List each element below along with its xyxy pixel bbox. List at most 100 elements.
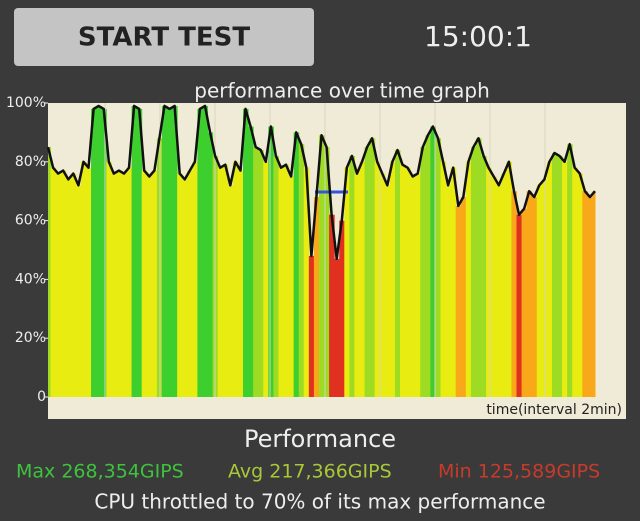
- bar: [516, 214, 523, 397]
- bar: [172, 105, 178, 397]
- bar: [486, 167, 492, 397]
- bar: [420, 147, 426, 397]
- bar: [324, 147, 330, 397]
- performance-line: [46, 104, 596, 261]
- bar: [131, 105, 138, 397]
- bar: [445, 185, 452, 397]
- bar: [379, 173, 386, 397]
- bar: [415, 173, 421, 397]
- bar: [551, 152, 558, 397]
- bar: [384, 185, 391, 397]
- start-button[interactable]: [14, 8, 314, 66]
- bar: [50, 167, 57, 397]
- bar: [359, 161, 366, 397]
- x-axis-label: time(interval 2min): [486, 402, 622, 418]
- bar: [187, 170, 193, 397]
- bar: [394, 150, 401, 397]
- bar: [177, 173, 183, 397]
- bar: [192, 161, 198, 397]
- bar: [465, 161, 472, 397]
- bar: [167, 108, 173, 397]
- bar: [288, 176, 295, 397]
- bar: [318, 135, 325, 397]
- bar: [70, 173, 77, 397]
- bar: [207, 132, 214, 397]
- bar: [253, 147, 259, 397]
- bar: [161, 105, 168, 397]
- bar: [60, 170, 67, 397]
- avg-stat: Avg 217,366GIPS: [228, 461, 392, 483]
- bar: [435, 138, 442, 397]
- bar: [572, 167, 578, 397]
- bar: [506, 161, 512, 397]
- bar: [136, 108, 143, 397]
- bar: [278, 167, 285, 397]
- bar: [85, 167, 92, 397]
- y-tick-label: 0: [37, 389, 46, 405]
- bar: [126, 167, 133, 397]
- bar: [374, 161, 381, 397]
- summary: CPU throttled to 70% of its max performa…: [94, 490, 545, 514]
- bar: [536, 185, 543, 397]
- bar: [65, 179, 72, 397]
- bar: [470, 147, 477, 397]
- bar: [567, 144, 573, 397]
- bar: [96, 105, 102, 397]
- bar: [400, 164, 406, 397]
- bar: [232, 161, 239, 397]
- y-tick-label: 40%: [15, 271, 46, 287]
- bar: [334, 258, 340, 397]
- bar: [217, 167, 224, 397]
- bar: [410, 176, 416, 397]
- bar: [531, 197, 538, 397]
- bar: [521, 208, 528, 397]
- bar: [141, 170, 148, 397]
- bar: [526, 191, 533, 397]
- timer: 15:00:1: [424, 20, 532, 53]
- bar: [75, 185, 82, 397]
- bar: [364, 147, 371, 397]
- bar: [369, 138, 376, 397]
- bar: [405, 167, 411, 397]
- section-title: Performance: [244, 425, 396, 453]
- bar: [197, 108, 203, 397]
- bar: [116, 170, 122, 397]
- bar: [91, 108, 97, 397]
- bar: [430, 126, 436, 398]
- bar: [182, 179, 188, 397]
- min-stat: Min 125,589GIPS: [438, 461, 600, 483]
- bar: [450, 167, 457, 397]
- bar: [293, 132, 300, 397]
- start-button-label[interactable]: START TEST: [78, 23, 250, 53]
- bar: [202, 105, 209, 397]
- bar: [237, 170, 244, 397]
- y-tick-label: 80%: [15, 154, 46, 170]
- bar: [481, 155, 487, 397]
- bar: [592, 191, 596, 397]
- bar: [151, 170, 158, 397]
- bar: [222, 164, 229, 397]
- bar: [455, 205, 462, 397]
- bar: [501, 173, 507, 397]
- bar: [263, 161, 269, 397]
- bar: [425, 135, 431, 397]
- bar: [283, 164, 290, 397]
- bar: [511, 191, 517, 397]
- bar: [349, 155, 355, 397]
- bar: [339, 220, 345, 397]
- bar: [546, 161, 553, 397]
- bar: [582, 191, 588, 397]
- bar: [460, 197, 467, 397]
- bar: [344, 167, 350, 397]
- bar: [440, 161, 447, 397]
- bar: [268, 126, 274, 398]
- bar: [248, 126, 254, 398]
- bar: [562, 161, 568, 397]
- bar: [303, 167, 310, 397]
- bar: [101, 108, 107, 397]
- bar: [55, 173, 62, 397]
- y-tick-label: 60%: [15, 213, 46, 229]
- bar: [577, 173, 583, 397]
- bar: [146, 176, 153, 397]
